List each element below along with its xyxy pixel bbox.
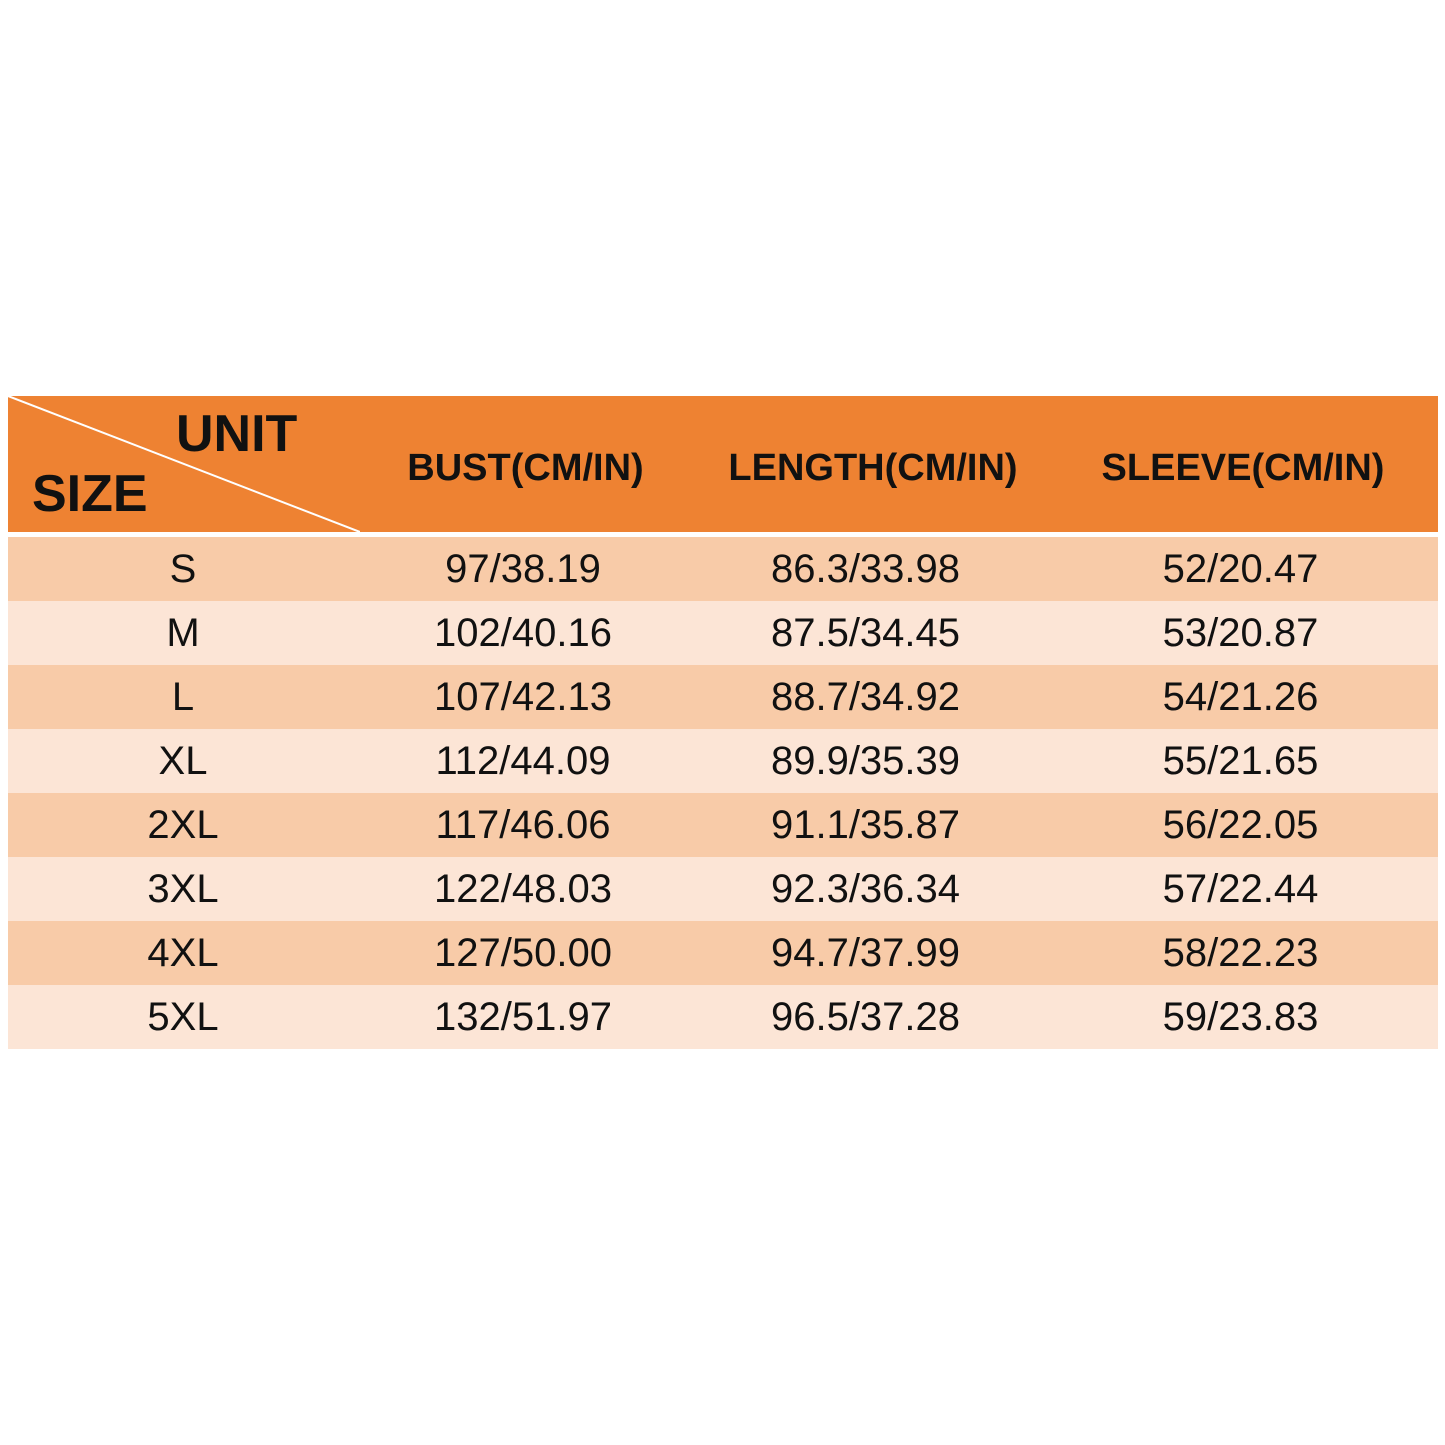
table-cell: 91.1/35.87 — [770, 803, 961, 847]
table-body: S 97/38.19 86.3/33.98 52/20.47 M 102/40.16 87.… — [8, 537, 1438, 1049]
header-row: UNIT SIZE BUST(CM/IN) LENGTH(CM/IN) SLEE… — [8, 396, 1438, 537]
table-cell: 59/23.83 — [1162, 995, 1319, 1039]
table-cell: 122/48.03 — [434, 867, 612, 911]
corner-cell: UNIT SIZE — [8, 396, 360, 532]
table-cell: 3XL — [147, 867, 219, 911]
size-table: UNIT SIZE BUST(CM/IN) LENGTH(CM/IN) SLEE… — [8, 396, 1438, 1049]
table-cell: 2XL — [147, 803, 219, 847]
table-cell: 86.3/33.98 — [770, 547, 961, 591]
table-row: S 97/38.19 86.3/33.98 52/20.47 — [8, 537, 1438, 601]
header-cell: BUST(CM/IN) — [407, 447, 644, 489]
table-cell: L — [171, 675, 195, 719]
table-cell: 112/44.09 — [435, 739, 611, 783]
table-cell: 55/21.65 — [1162, 739, 1319, 783]
header-cell: SLEEVE(CM/IN) — [1101, 447, 1385, 489]
table-cell: XL — [158, 739, 208, 783]
table-row: 5XL 132/51.97 96.5/37.28 59/23.83 — [8, 985, 1438, 1049]
table-cell: 54/21.26 — [1162, 675, 1319, 719]
table-cell: 57/22.44 — [1162, 867, 1319, 911]
diagonal — [8, 396, 360, 532]
table-cell: 56/22.05 — [1162, 803, 1319, 847]
table-row: 2XL 117/46.06 91.1/35.87 56/22.05 — [8, 793, 1438, 857]
table-cell: 117/46.06 — [435, 803, 611, 847]
table-cell: 97/38.19 — [445, 547, 601, 591]
table-cell: 127/50.00 — [434, 931, 612, 975]
table-row: 4XL 127/50.00 94.7/37.99 58/22.23 — [8, 921, 1438, 985]
table-cell: M — [166, 611, 200, 655]
table-row: XL 112/44.09 89.9/35.39 55/21.65 — [8, 729, 1438, 793]
table-cell: 52/20.47 — [1162, 547, 1319, 591]
table-cell: 58/22.23 — [1162, 931, 1319, 975]
table-cell: 92.3/36.34 — [770, 867, 961, 911]
table-cell: 94.7/37.99 — [770, 931, 961, 975]
table-cell: 5XL — [147, 995, 219, 1039]
table-row: M 102/40.16 87.5/34.45 53/20.87 — [8, 601, 1438, 665]
header-cell: LENGTH(CM/IN) — [728, 447, 1018, 489]
size-label: SIZE — [32, 465, 148, 523]
table-row: 3XL 122/48.03 92.3/36.34 57/22.44 — [8, 857, 1438, 921]
table-cell: 96.5/37.28 — [770, 995, 961, 1039]
table-cell: 102/40.16 — [434, 611, 612, 655]
table-cell: 4XL — [147, 931, 219, 975]
table-cell: 87.5/34.45 — [770, 611, 961, 655]
table-cell: 53/20.87 — [1162, 611, 1319, 655]
table-cell: 88.7/34.92 — [770, 675, 961, 719]
table-cell: S — [169, 547, 197, 591]
table-cell: 107/42.13 — [434, 675, 612, 719]
unit-label: UNIT — [176, 405, 298, 463]
table-cell: 132/51.97 — [434, 995, 612, 1039]
table-cell: 89.9/35.39 — [770, 739, 961, 783]
table-row: L 107/42.13 88.7/34.92 54/21.26 — [8, 665, 1438, 729]
